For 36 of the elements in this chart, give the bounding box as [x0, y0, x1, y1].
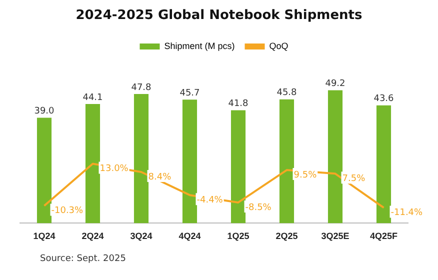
- x-tick-label: 1Q24: [33, 231, 56, 242]
- data-label: 8.4%: [148, 172, 172, 182]
- chart-title: 2024-2025 Global Notebook Shipments: [74, 8, 364, 23]
- bar: [279, 99, 294, 224]
- bar: [328, 90, 343, 224]
- legend-label: QoQ: [269, 40, 288, 51]
- legend-label: Shipment (M pcs): [164, 40, 235, 51]
- x-tick-label: 2Q24: [82, 231, 104, 242]
- data-label: -11.4%: [390, 208, 424, 218]
- bar: [376, 105, 392, 224]
- data-label: -4.4%: [196, 195, 224, 206]
- bar: [134, 94, 149, 224]
- x-tick-label: 4Q25F: [370, 231, 398, 242]
- data-label: 13.0%: [100, 164, 129, 174]
- data-label: 47.8: [131, 82, 152, 93]
- data-label: 45.7: [180, 88, 200, 98]
- data-label: -8.5%: [245, 202, 272, 213]
- bar: [85, 104, 100, 224]
- data-label: 7.5%: [342, 174, 366, 184]
- x-tick-label: 4Q24: [178, 231, 201, 242]
- x-tick-label: 3Q25E: [321, 231, 350, 242]
- source-note: Source: Sept. 2025: [40, 254, 126, 264]
- bar: [230, 110, 246, 224]
- data-label: 41.8: [228, 99, 249, 110]
- data-label: -10.3%: [51, 206, 84, 216]
- bar: [182, 100, 198, 224]
- data-label: 9.5%: [294, 170, 318, 180]
- data-label: 44.1: [82, 92, 103, 103]
- data-label: 45.8: [276, 88, 298, 98]
- data-label: 39.0: [34, 106, 55, 117]
- x-tick-label: 1Q25: [227, 231, 250, 242]
- x-tick-label: 2Q25: [276, 231, 298, 242]
- bar: [36, 118, 52, 224]
- data-label: 43.6: [374, 94, 394, 104]
- x-tick-label: 3Q24: [130, 231, 152, 242]
- data-label: 49.2: [325, 79, 346, 90]
